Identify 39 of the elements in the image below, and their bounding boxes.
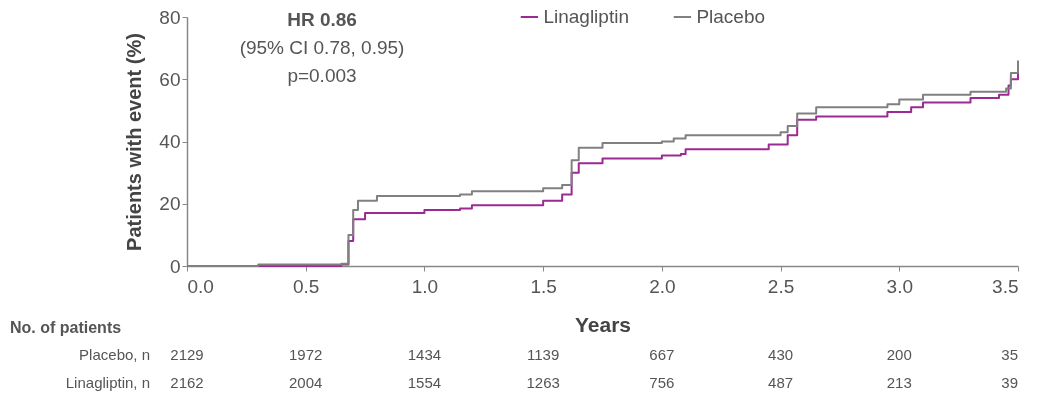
text: 35	[1001, 346, 1018, 363]
text: 1434	[407, 346, 442, 363]
text: 430	[768, 346, 794, 363]
annotation: p=0.003	[287, 65, 357, 86]
text: 39	[1001, 374, 1018, 391]
text: No. of patients	[10, 319, 122, 336]
annotation: HR 0.86	[287, 9, 357, 30]
text: 2129	[170, 346, 204, 363]
x-tick-label: 1.5	[530, 275, 557, 297]
text: 667	[649, 346, 675, 363]
text: 1972	[289, 346, 323, 363]
y-tick-label: 80	[159, 6, 181, 28]
text: 1139	[527, 346, 560, 363]
x-tick-label: 1.0	[411, 275, 439, 297]
text: Placebo, n	[79, 346, 150, 363]
x-tick-label: 0.0	[187, 275, 214, 297]
legend-label: Linagliptin	[543, 6, 629, 27]
annotation: (95% CI 0.78, 0.95)	[239, 37, 405, 58]
text: 1263	[526, 374, 560, 391]
text: Linagliptin, n	[65, 374, 150, 391]
text: 200	[886, 346, 912, 363]
text: 756	[649, 374, 675, 391]
y-axis-title: Patients with event (%)	[123, 33, 146, 251]
x-tick-label: 0.5	[293, 275, 320, 297]
x-tick-label: 2.5	[767, 275, 795, 297]
text: 213	[886, 374, 912, 391]
y-tick-label: 20	[159, 193, 181, 215]
x-axis-title: Years	[574, 312, 632, 336]
x-tick-label: 3.5	[992, 275, 1019, 297]
text: 487	[768, 374, 794, 391]
text: 1554	[407, 374, 442, 391]
y-tick-label: 40	[159, 131, 181, 152]
text: 2162	[170, 374, 204, 391]
text: 2004	[289, 374, 323, 391]
x-tick-label: 3.0	[886, 275, 913, 297]
y-tick-label: 0	[169, 255, 181, 277]
y-tick-label: 60	[159, 68, 181, 90]
legend-label: Placebo	[696, 6, 766, 27]
x-tick-label: 2.0	[649, 275, 676, 297]
